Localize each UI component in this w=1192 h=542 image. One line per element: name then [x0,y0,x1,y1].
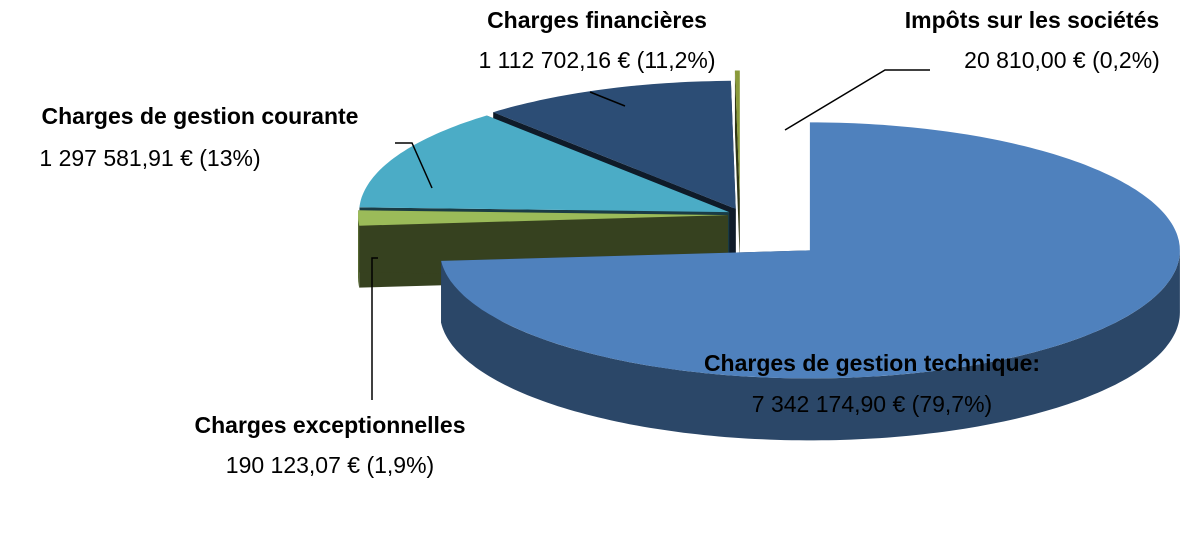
leader-line [589,91,626,107]
slice-label: Charges de gestion technique: [704,350,1040,376]
slice-label: Impôts sur les sociétés [905,7,1159,33]
slice [441,122,1180,379]
slice-label: Charges exceptionnelles [195,412,466,438]
leader-lines [371,69,930,400]
slice-rim [358,215,360,288]
value-label: 1 112 702,16 € (11,2%) [479,47,716,73]
leader-line [784,69,930,131]
value-label: 190 123,07 € (1,9%) [226,452,434,478]
slice-side [734,70,740,261]
slice [493,80,736,209]
labels: Charges de gestion technique: 7 342 174,9… [39,7,1159,478]
leader-line [395,142,433,189]
value-label: 7 342 174,90 € (79,7%) [752,391,992,417]
slice-rim [441,250,1180,441]
slice [734,70,740,199]
slice-label: Charges financières [487,7,707,33]
value-label: 1 297 581,91 € (13%) [39,145,260,171]
slice-label: Charges de gestion courante [42,103,359,129]
leader-line [371,257,378,400]
value-label: 20 810,00 € (0,2%) [964,47,1160,73]
pie [358,70,1180,441]
slice [359,115,730,213]
slice [358,210,729,226]
